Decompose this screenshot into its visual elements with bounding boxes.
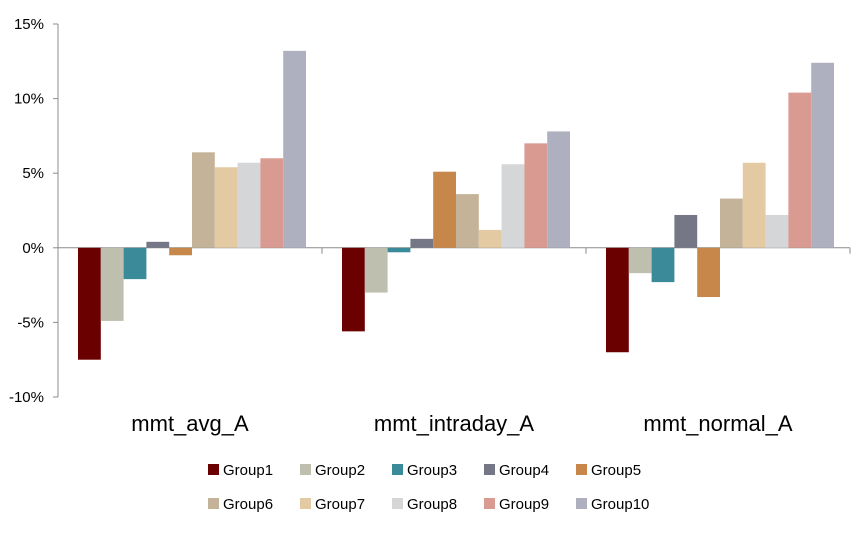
bar-group9-mmt-normal-a (788, 92, 812, 248)
legend-label: Group8 (407, 496, 457, 513)
category-label: mmt_intraday_A (374, 411, 535, 436)
legend-swatch (484, 464, 495, 475)
y-axis: 15% 10% 5% 0% -5% -10% (9, 16, 59, 406)
legend-item-group8: Group8 (392, 496, 457, 513)
legend-label: Group3 (407, 462, 457, 479)
bar-group9-mmt-avg-a (260, 158, 284, 248)
legend-item-group2: Group2 (300, 462, 365, 479)
bar-group3-mmt-avg-a (123, 247, 147, 280)
legend-swatch (208, 498, 219, 509)
y-tick-label: 10% (14, 91, 44, 108)
bar-group2-mmt-avg-a (100, 247, 124, 321)
legend-label: Group9 (499, 496, 549, 513)
bar-group3-mmt-normal-a (651, 247, 675, 283)
legend-item-group6: Group6 (208, 496, 273, 513)
bar-group5-mmt-normal-a (697, 247, 720, 298)
bar-group7-mmt-avg-a (214, 167, 238, 248)
legend-swatch (300, 464, 311, 475)
bar-group9-mmt-intraday-a (524, 143, 548, 248)
bar-group7-mmt-intraday-a (478, 229, 502, 248)
legend-swatch (392, 498, 403, 509)
legend-item-group4: Group4 (484, 462, 549, 479)
legend-swatch (576, 498, 587, 509)
category-label: mmt_avg_A (131, 411, 249, 436)
bar-group4-mmt-intraday-a (410, 238, 434, 248)
bar-group4-mmt-avg-a (146, 241, 170, 248)
bar-group6-mmt-intraday-a (456, 194, 479, 248)
bar-group2-mmt-intraday-a (364, 247, 388, 293)
legend-swatch (392, 464, 403, 475)
bar-group6-mmt-normal-a (720, 198, 743, 248)
bar-group6-mmt-avg-a (192, 152, 215, 248)
y-tick-label: 15% (14, 16, 44, 33)
bar-group8-mmt-avg-a (237, 162, 261, 248)
legend-label: Group7 (315, 496, 365, 513)
category-labels: mmt_avg_A mmt_intraday_A mmt_normal_A (131, 411, 793, 436)
legend-label: Group6 (223, 496, 273, 513)
legend: Group1 Group2 Group3 Group4 Group5 Group6 Grou… (208, 462, 649, 513)
legend-item-group3: Group3 (392, 462, 457, 479)
bar-group8-mmt-normal-a (765, 214, 789, 248)
legend-item-group10: Group10 (576, 496, 649, 513)
bar-group5-mmt-avg-a (169, 247, 192, 256)
legend-item-group7: Group7 (300, 496, 365, 513)
legend-label: Group5 (591, 462, 641, 479)
legend-swatch (208, 464, 219, 475)
bar-group10-mmt-intraday-a (547, 131, 570, 248)
bar-group3-mmt-intraday-a (387, 247, 411, 253)
legend-item-group9: Group9 (484, 496, 549, 513)
y-tick-label: -5% (17, 314, 44, 331)
legend-item-group5: Group5 (576, 462, 641, 479)
legend-label: Group2 (315, 462, 365, 479)
bar-group7-mmt-normal-a (742, 162, 766, 248)
y-tick-label: -10% (9, 389, 44, 406)
legend-swatch (484, 498, 495, 509)
bar-group1-mmt-intraday-a (342, 247, 365, 332)
bar-group10-mmt-avg-a (283, 50, 306, 248)
legend-swatch (300, 498, 311, 509)
legend-label: Group1 (223, 462, 273, 479)
bar-group2-mmt-normal-a (628, 247, 652, 274)
bar-group1-mmt-avg-a (78, 247, 101, 360)
y-tick-label: 5% (22, 165, 44, 182)
bar-group10-mmt-normal-a (811, 62, 834, 248)
legend-label: Group4 (499, 462, 549, 479)
y-tick-label: 0% (22, 240, 44, 257)
bar-group1-mmt-normal-a (606, 247, 629, 353)
legend-label: Group10 (591, 496, 649, 513)
bar-group4-mmt-normal-a (674, 214, 698, 248)
bar-group5-mmt-intraday-a (433, 171, 456, 248)
bar-group8-mmt-intraday-a (501, 164, 525, 248)
category-label: mmt_normal_A (643, 411, 792, 436)
legend-item-group1: Group1 (208, 462, 273, 479)
bars (78, 50, 834, 360)
legend-swatch (576, 464, 587, 475)
